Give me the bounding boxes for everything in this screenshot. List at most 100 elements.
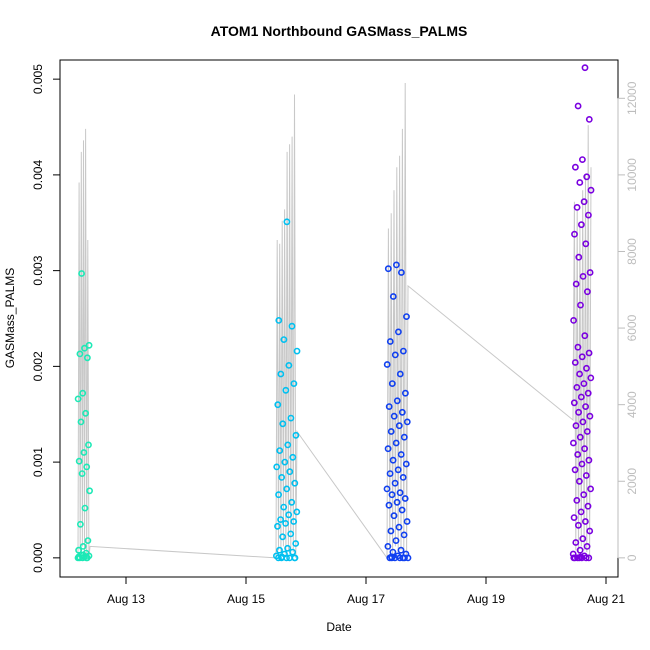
data-point bbox=[577, 508, 585, 516]
data-point bbox=[573, 496, 581, 504]
points-layer bbox=[74, 64, 595, 562]
data-point bbox=[290, 518, 298, 525]
data-point bbox=[388, 380, 396, 387]
data-point bbox=[582, 403, 589, 410]
data-point bbox=[580, 380, 588, 387]
data-point bbox=[582, 240, 590, 248]
data-point bbox=[401, 554, 408, 562]
data-point bbox=[391, 479, 399, 487]
data-point bbox=[402, 460, 410, 468]
data-point bbox=[283, 218, 291, 226]
data-point bbox=[578, 460, 586, 468]
data-point bbox=[586, 269, 594, 276]
data-point bbox=[579, 535, 587, 543]
data-point bbox=[282, 520, 289, 527]
x-tick-label: Aug 21 bbox=[587, 592, 625, 606]
data-point bbox=[396, 489, 404, 497]
data-point bbox=[585, 349, 593, 357]
data-point bbox=[279, 533, 286, 541]
data-point bbox=[576, 546, 584, 554]
data-point bbox=[75, 457, 83, 465]
data-point bbox=[580, 198, 588, 206]
data-point bbox=[284, 544, 291, 552]
data-point bbox=[291, 479, 299, 487]
data-point bbox=[273, 463, 281, 471]
data-point bbox=[396, 370, 404, 378]
data-point bbox=[83, 463, 91, 471]
data-point bbox=[286, 468, 294, 476]
data-point bbox=[586, 527, 594, 535]
data-point bbox=[277, 516, 284, 523]
data-point bbox=[584, 389, 592, 397]
data-point bbox=[577, 301, 584, 309]
data-point bbox=[282, 386, 290, 394]
data-point bbox=[84, 537, 92, 544]
y-tick-label: 0.002 bbox=[31, 351, 45, 381]
data-point bbox=[386, 338, 394, 345]
data-point bbox=[290, 380, 298, 387]
data-point bbox=[397, 269, 405, 276]
data-point bbox=[581, 332, 589, 340]
y-tick-label: 0.004 bbox=[31, 160, 45, 190]
data-point bbox=[571, 230, 578, 238]
data-point bbox=[384, 265, 392, 273]
data-point bbox=[277, 370, 285, 378]
data-point bbox=[386, 470, 394, 477]
data-point bbox=[572, 422, 580, 430]
data-point bbox=[281, 458, 289, 466]
data-point bbox=[275, 316, 283, 324]
data-point bbox=[81, 504, 89, 512]
y2-tick-label: 0 bbox=[625, 554, 639, 561]
data-point bbox=[292, 431, 300, 439]
data-point bbox=[401, 389, 409, 397]
data-point bbox=[389, 456, 397, 464]
data-point bbox=[387, 527, 395, 535]
data-point bbox=[584, 288, 591, 296]
data-point bbox=[389, 293, 397, 300]
data-point bbox=[390, 412, 398, 420]
data-point bbox=[279, 420, 287, 428]
data-point bbox=[575, 253, 583, 261]
data-point bbox=[572, 539, 580, 546]
data-point bbox=[573, 383, 581, 391]
data-point bbox=[276, 546, 283, 554]
data-point bbox=[577, 393, 585, 401]
data-point bbox=[569, 550, 577, 558]
data-point bbox=[285, 511, 293, 519]
data-point bbox=[397, 451, 405, 458]
data-point bbox=[274, 522, 281, 530]
data-point bbox=[289, 548, 296, 556]
data-point bbox=[383, 361, 391, 368]
data-point bbox=[573, 203, 581, 211]
y2-tick-label: 10000 bbox=[625, 158, 639, 192]
data-point bbox=[570, 514, 578, 521]
y2-tick-label: 8000 bbox=[625, 238, 639, 265]
data-point bbox=[393, 397, 401, 405]
data-point bbox=[575, 521, 582, 529]
data-point bbox=[395, 523, 403, 531]
data-point bbox=[393, 498, 401, 506]
data-point bbox=[576, 477, 583, 485]
data-point bbox=[570, 316, 577, 324]
data-point bbox=[388, 491, 396, 499]
data-point bbox=[385, 403, 393, 410]
data-point bbox=[403, 313, 410, 320]
data-point bbox=[85, 341, 93, 349]
y-tick-label: 0.005 bbox=[31, 64, 45, 94]
data-point bbox=[75, 546, 82, 554]
data-point bbox=[395, 422, 403, 430]
data-point bbox=[570, 554, 578, 562]
data-point bbox=[285, 361, 293, 369]
data-point bbox=[585, 211, 592, 219]
data-point bbox=[81, 344, 88, 352]
secondary-series-line bbox=[77, 82, 592, 560]
data-point bbox=[587, 186, 595, 194]
data-point bbox=[292, 540, 300, 547]
data-point bbox=[82, 409, 89, 417]
data-point bbox=[278, 473, 286, 481]
data-point bbox=[394, 466, 402, 474]
data-point bbox=[571, 466, 579, 474]
plot-frame bbox=[59, 59, 619, 578]
data-point bbox=[571, 359, 579, 366]
data-point bbox=[398, 408, 406, 416]
